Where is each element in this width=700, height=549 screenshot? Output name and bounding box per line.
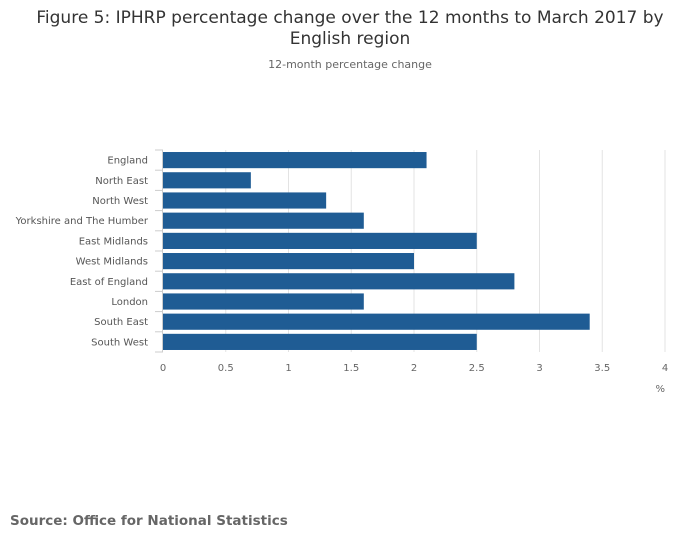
category-label: South East [94,317,148,328]
category-label: London [111,297,148,308]
x-tick-label: 2.5 [469,363,485,374]
x-tick-label: 3.5 [594,363,610,374]
category-label: South West [91,337,148,348]
category-label: East of England [70,277,148,288]
bar [163,172,251,189]
chart-title: Figure 5: IPHRP percentage change over t… [36,8,664,49]
bar [163,293,364,310]
bar [163,273,515,290]
chart-subtitle: 12-month percentage change [268,58,432,71]
bar [163,232,477,249]
x-tick-label: 0 [160,363,166,374]
bar [163,192,327,209]
x-tick-label: 2 [411,363,417,374]
x-tick-label: 3 [536,363,542,374]
category-label: West Midlands [76,257,148,268]
x-tick-label: 1.5 [343,363,359,374]
category-label: North West [92,196,148,207]
x-tick-label: 4 [662,363,668,374]
x-axis-label: % [655,384,665,395]
category-label: East Midlands [79,236,148,247]
bar [163,212,364,229]
category-label: Yorkshire and The Humber [15,216,149,227]
bar [163,152,427,169]
bar [163,333,477,350]
x-tick-label: 1 [285,363,291,374]
bar [163,253,414,270]
source-note: Source: Office for National Statistics [10,513,288,529]
x-tick-label: 0.5 [218,363,234,374]
bar [163,313,590,330]
category-label: England [107,156,148,167]
category-label: North East [95,176,148,187]
